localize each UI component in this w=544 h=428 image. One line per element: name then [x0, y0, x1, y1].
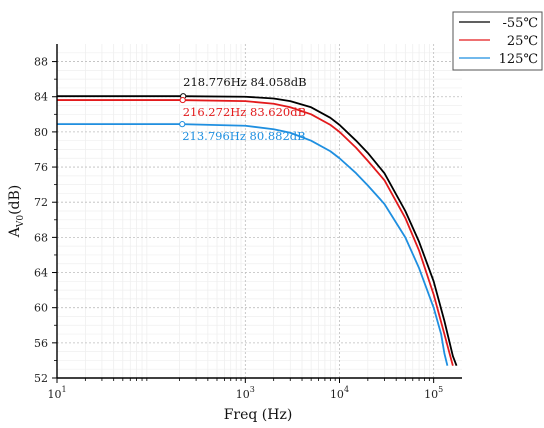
x-tick-label: 103	[236, 385, 255, 401]
y-tick-label: 52	[34, 372, 48, 385]
y-tick-label: 60	[34, 302, 48, 315]
marker-label-0: 218.776Hz 84.058dB	[183, 75, 306, 89]
marker-point-2	[179, 121, 186, 128]
y-axis-title-subscript: V0	[16, 215, 26, 228]
y-tick-label: 56	[34, 337, 48, 350]
y-tick-label: 76	[34, 161, 48, 174]
marker-label-2: 213.796Hz 80.882dB	[182, 129, 305, 143]
x-tick-label: 101	[47, 385, 66, 401]
marker-point-1	[179, 96, 186, 104]
series-lines	[57, 95, 458, 367]
x-axis-title: Freq (Hz)	[224, 407, 293, 423]
series-line-2	[57, 123, 449, 366]
y-axis-title: AV0(dB)	[7, 185, 26, 239]
legend-label-1: 25℃	[507, 34, 538, 49]
axes	[56, 44, 462, 379]
series-line-1	[57, 99, 454, 366]
legend-label-0: -55℃	[503, 16, 538, 31]
x-tick-label: 105	[424, 385, 443, 401]
y-axis-title-main: A	[7, 226, 23, 238]
y-tick-label: 88	[34, 56, 48, 69]
y-tick-label: 80	[34, 126, 48, 139]
x-tick-label: 104	[330, 385, 349, 401]
y-tick-label: 68	[34, 231, 48, 244]
legend: -55℃ 25℃ 125℃	[452, 11, 543, 71]
y-axis-title-unit: (dB)	[7, 185, 23, 215]
marker-label-1: 216.272Hz 83.620dB	[183, 105, 306, 119]
ticks: 52 56 60 64 68 72 76 80 84 88 101 103 104 105	[34, 56, 443, 401]
y-tick-label: 64	[34, 267, 48, 280]
series-line-0	[57, 95, 458, 367]
marker-annotations: 218.776Hz 84.058dB 216.272Hz 83.620dB 213.…	[179, 75, 307, 143]
y-tick-label: 84	[34, 91, 48, 104]
y-tick-label: 72	[34, 196, 48, 209]
legend-label-2: 125℃	[499, 52, 538, 67]
